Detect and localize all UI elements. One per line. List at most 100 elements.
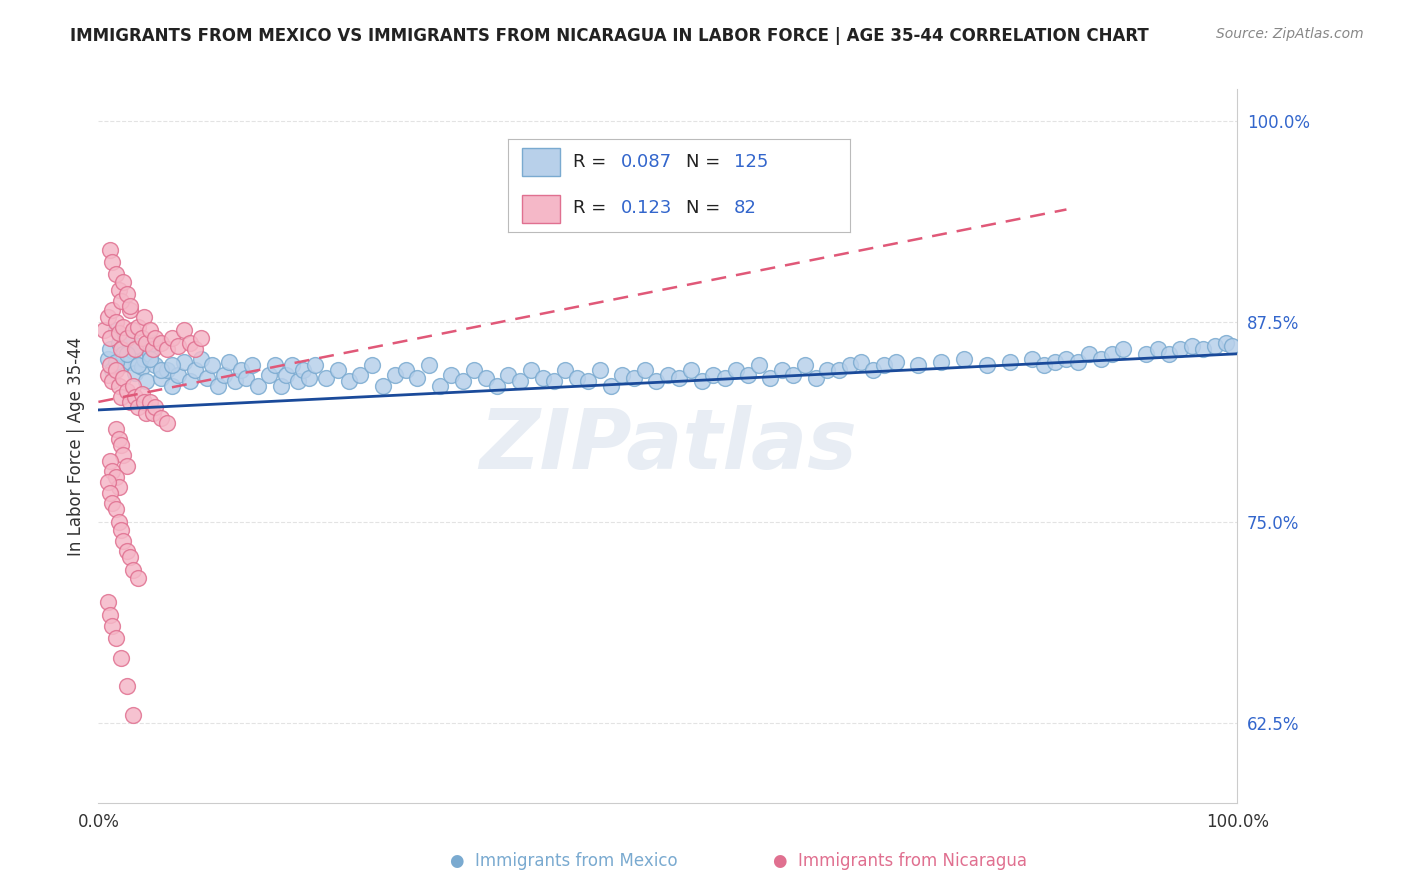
Point <box>520 363 543 377</box>
Point <box>150 371 173 385</box>
Point <box>127 319 149 334</box>
Point <box>201 358 224 372</box>
Point <box>138 395 160 409</box>
Point <box>224 374 246 388</box>
Point <box>120 550 142 565</box>
Point <box>121 379 143 393</box>
Point <box>104 470 127 484</box>
Point <box>371 379 394 393</box>
Text: Source: ZipAtlas.com: Source: ZipAtlas.com <box>1216 27 1364 41</box>
Point <box>121 323 143 337</box>
Point <box>531 371 554 385</box>
Point <box>190 351 212 366</box>
Point <box>112 347 135 361</box>
Point <box>498 368 520 382</box>
Point <box>135 374 157 388</box>
Point <box>98 342 121 356</box>
Point <box>1054 351 1078 366</box>
Point <box>270 379 292 393</box>
Point <box>96 595 118 609</box>
Point <box>1146 342 1168 356</box>
Point <box>281 358 304 372</box>
Text: N =: N = <box>686 199 725 218</box>
Text: R =: R = <box>574 199 613 218</box>
Point <box>1220 339 1243 353</box>
Point <box>98 331 121 345</box>
Point <box>127 358 149 372</box>
Point <box>104 631 127 645</box>
Point <box>884 355 907 369</box>
Point <box>132 310 155 324</box>
Point <box>873 358 896 372</box>
Point <box>1204 339 1226 353</box>
Point <box>145 400 167 414</box>
Point <box>104 323 127 337</box>
Point <box>600 379 623 393</box>
Point <box>406 371 429 385</box>
Point <box>395 363 418 377</box>
Point <box>98 454 121 468</box>
Point <box>104 355 127 369</box>
Point <box>235 371 257 385</box>
Point <box>360 358 382 372</box>
Point <box>737 368 759 382</box>
Point <box>98 608 121 623</box>
Point <box>132 395 155 409</box>
Point <box>131 359 153 374</box>
Point <box>135 406 157 420</box>
Point <box>121 343 143 358</box>
Point <box>101 255 124 269</box>
Point <box>108 515 131 529</box>
Point <box>862 363 884 377</box>
Point <box>623 371 645 385</box>
Point <box>326 363 349 377</box>
Point <box>998 355 1021 369</box>
Text: N =: N = <box>686 153 725 171</box>
Point <box>110 523 132 537</box>
Point <box>112 275 135 289</box>
Point <box>690 374 713 388</box>
Point <box>138 323 160 337</box>
Point <box>108 335 131 350</box>
Point <box>828 363 851 377</box>
Point <box>793 358 815 372</box>
Point <box>104 267 127 281</box>
Point <box>96 310 118 324</box>
Point <box>1021 351 1043 366</box>
Point <box>115 287 138 301</box>
Point <box>101 363 124 377</box>
Point <box>276 368 298 382</box>
Point <box>246 379 269 393</box>
Point <box>645 374 668 388</box>
Point <box>588 363 610 377</box>
Point <box>576 374 599 388</box>
Point <box>150 363 173 377</box>
Point <box>120 355 142 369</box>
Point <box>851 355 873 369</box>
Point <box>184 363 207 377</box>
Point <box>98 358 121 372</box>
Point <box>1078 347 1101 361</box>
Point <box>474 371 496 385</box>
Point <box>195 371 218 385</box>
Point <box>112 448 135 462</box>
Point <box>121 707 143 722</box>
Point <box>212 368 235 382</box>
Point <box>976 358 998 372</box>
Point <box>93 323 115 337</box>
Point <box>748 358 770 372</box>
Point <box>108 379 131 393</box>
Point <box>156 416 179 430</box>
Point <box>110 358 132 372</box>
Point <box>1157 347 1180 361</box>
Point <box>101 374 124 388</box>
Point <box>1135 347 1157 361</box>
Point <box>145 358 167 372</box>
Point <box>554 363 576 377</box>
Point <box>384 368 406 382</box>
Bar <box>522 194 560 223</box>
Point <box>150 335 173 350</box>
Point <box>418 358 440 372</box>
Point <box>127 339 149 353</box>
Point <box>509 374 531 388</box>
